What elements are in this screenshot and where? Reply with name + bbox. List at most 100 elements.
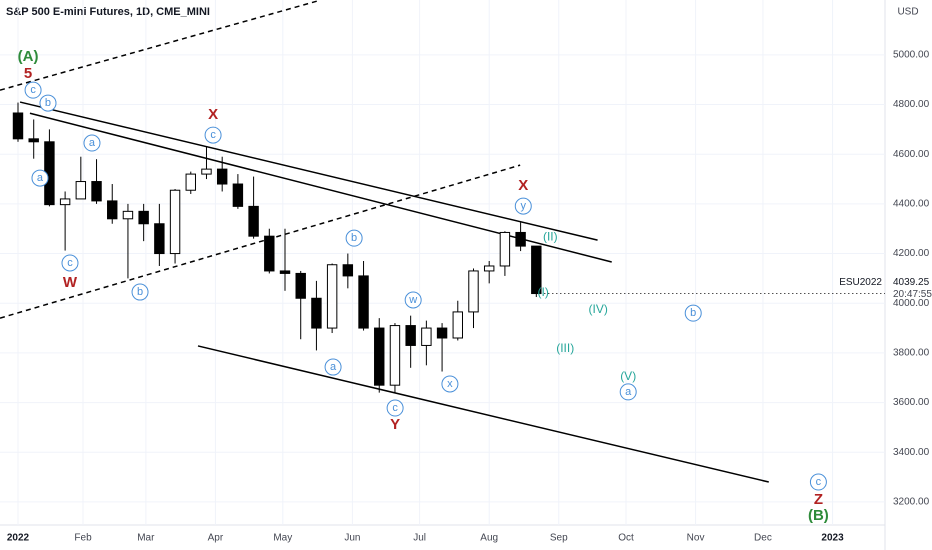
candle-body — [421, 327, 432, 346]
x-tick-label: Apr — [208, 533, 224, 544]
x-tick-label: Feb — [74, 533, 92, 544]
candle-body — [358, 275, 369, 329]
candle-body — [154, 223, 165, 255]
wave-circle — [345, 229, 363, 247]
wave-circle — [24, 81, 42, 99]
wave-label: (A) — [18, 48, 39, 65]
wave-label: a — [330, 361, 337, 373]
y-tick-label: 4600.00 — [893, 149, 930, 160]
wave-label: 5 — [24, 65, 32, 82]
x-tick-label: Mar — [137, 533, 155, 544]
wave-label: b — [690, 307, 696, 319]
trendline — [19, 101, 598, 241]
y-tick-label: 3400.00 — [893, 447, 930, 458]
y-tick-label: 3200.00 — [893, 497, 930, 508]
candle-body — [169, 189, 181, 255]
trendline — [29, 112, 612, 263]
wave-label: a — [625, 386, 632, 398]
wave-label: (IV) — [589, 302, 608, 316]
wave-circle — [131, 283, 149, 301]
candle-body — [59, 198, 71, 206]
wave-label: c — [30, 84, 36, 96]
symbol-label: ESU2022 — [839, 277, 882, 288]
candle-body — [264, 235, 275, 272]
y-tick-label: 5000.00 — [893, 50, 930, 61]
x-tick-label: Jun — [344, 533, 360, 544]
candle-body — [515, 231, 526, 247]
wave-label: X — [518, 177, 528, 194]
wave-label: b — [137, 286, 143, 298]
wave-label: (II) — [543, 229, 558, 243]
candle-body — [28, 138, 39, 143]
wave-label: W — [63, 274, 78, 291]
candle-body — [342, 264, 354, 277]
wave-circle — [514, 197, 532, 215]
wave-label: (III) — [556, 341, 574, 355]
wave-label: c — [816, 476, 822, 488]
currency: USD — [897, 7, 918, 18]
candle-body — [389, 325, 401, 386]
wave-label: b — [351, 232, 357, 244]
candle-body — [311, 297, 322, 329]
candle-body — [107, 200, 118, 220]
candle-body — [279, 270, 291, 274]
x-tick-label: Oct — [618, 533, 634, 544]
candle-body — [12, 112, 24, 140]
countdown: 20:47:55 — [893, 289, 932, 300]
candle-body — [326, 264, 338, 329]
candle-body — [185, 173, 196, 191]
wave-circle — [204, 126, 222, 144]
candle-body — [75, 181, 87, 200]
x-tick-label: Dec — [754, 533, 772, 544]
candle-body — [91, 181, 102, 202]
trendline — [197, 345, 769, 483]
wave-label: c — [392, 402, 398, 414]
x-tick-label: Sep — [550, 533, 568, 544]
x-tick-label: Nov — [687, 533, 705, 544]
candle-body — [295, 272, 306, 299]
wave-label: y — [521, 200, 527, 212]
y-tick-label: 4800.00 — [893, 99, 930, 110]
wave-label: Z — [814, 491, 823, 508]
wave-label: a — [89, 137, 96, 149]
y-tick-label: 4200.00 — [893, 248, 930, 259]
wave-circle — [386, 399, 404, 417]
chart-title: S&P 500 E-mini Futures, 1D, CME_MINI — [6, 6, 210, 18]
wave-label: Y — [390, 416, 400, 433]
wave-label: (I) — [538, 285, 549, 299]
wave-circle — [324, 358, 342, 376]
candle-body — [405, 325, 416, 346]
wave-circle — [441, 375, 459, 393]
candle-body — [201, 168, 212, 175]
trendline — [0, 0, 321, 91]
wave-label: (V) — [620, 369, 636, 383]
candle-body — [436, 327, 448, 339]
x-tick-label: 2023 — [821, 533, 844, 544]
wave-circle — [404, 291, 422, 309]
wave-circle — [39, 94, 57, 112]
wave-label: (B) — [808, 507, 829, 524]
y-tick-label: 3600.00 — [893, 397, 930, 408]
candle-body — [248, 205, 259, 237]
wave-circle — [83, 134, 101, 152]
wave-label: b — [45, 97, 51, 109]
y-tick-label: 4400.00 — [893, 199, 930, 210]
wave-label: c — [67, 257, 73, 269]
candle-body — [452, 311, 463, 339]
candle-body — [468, 270, 479, 313]
y-tick-label: 4000.00 — [893, 298, 930, 309]
candle-body — [216, 168, 228, 185]
wave-label: w — [408, 294, 417, 306]
wave-label: X — [208, 106, 218, 123]
x-tick-label: May — [273, 533, 292, 544]
wave-circle — [61, 254, 79, 272]
last-price-label: 4039.25 — [893, 277, 930, 288]
trendline — [0, 164, 521, 319]
axes: 3200.00 3400.00 3600.00 3800.00 4000.00 4200.… — [7, 50, 930, 544]
candle-body — [232, 183, 244, 207]
wave-label: a — [37, 172, 44, 184]
candle-body — [138, 210, 149, 225]
wave-circle — [809, 473, 827, 491]
candle-body — [483, 265, 495, 272]
